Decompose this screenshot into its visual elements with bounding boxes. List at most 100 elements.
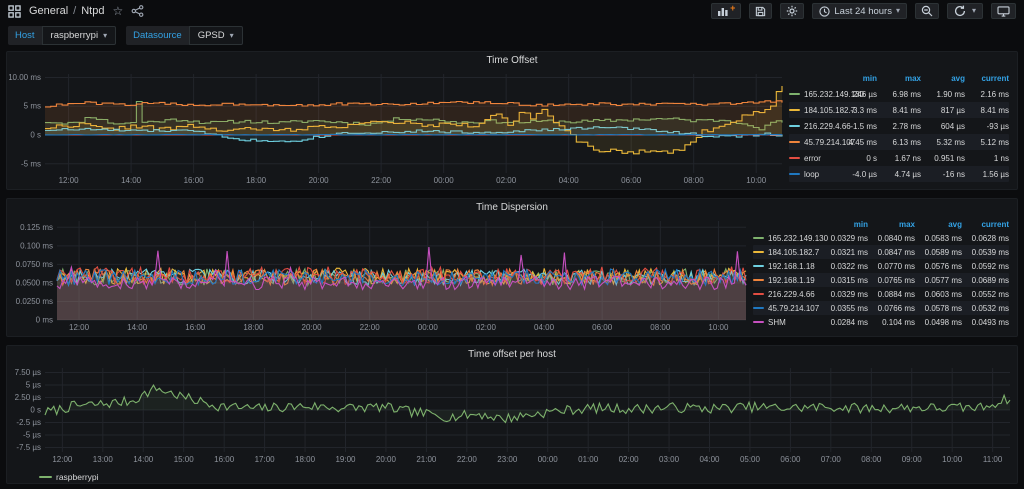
legend-header-max[interactable]: max [904,73,921,83]
legend-min-value: 0.0284 ms [830,317,868,327]
x-axis-tick: 09:00 [902,455,923,464]
legend-min-value: 0.0315 ms [830,275,868,285]
time-range-picker[interactable]: Last 24 hours ▾ [812,3,907,19]
x-axis-tick: 04:00 [559,176,580,185]
apps-grid-icon[interactable] [8,4,21,18]
datasource-variable-dropdown[interactable]: GPSD ▾ [188,26,243,45]
legend-series-name[interactable]: loop [789,170,833,179]
legend-header-avg[interactable]: avg [951,73,965,83]
panel-time-dispersion: Time Dispersion 0.125 ms 0.100 ms 0.0750 m… [6,198,1018,337]
panel-title-time-dispersion[interactable]: Time Dispersion [476,202,548,213]
y-axis-tick: 0.125 ms [20,223,53,232]
breadcrumb: General / Ntpd [29,5,104,17]
legend-series-name[interactable]: 45.79.214.107 [753,304,821,313]
x-axis-tick: 17:00 [255,455,276,464]
panel-title-time-offset[interactable]: Time Offset [486,55,538,66]
y-axis-tick: 0 ms [36,316,53,325]
legend-header-min[interactable]: min [862,73,877,83]
legend-series-name[interactable]: 45.79.214.107 [789,138,855,147]
breadcrumb-folder[interactable]: General [29,5,69,17]
time-offset-per-host-legend: raspberrypi [9,469,1015,484]
legend-header-current[interactable]: current [981,219,1009,229]
legend-series-name[interactable]: 192.168.1.19 [753,276,821,285]
host-variable-dropdown[interactable]: raspberrypi ▾ [41,26,117,45]
series-color-dash [753,237,764,239]
legend-series-name[interactable]: 192.168.1.18 [753,262,821,271]
legend-min-value: 0.0321 ms [830,247,868,257]
legend-row: 165.232.149.130 0.0329 ms 0.0840 ms 0.05… [753,231,1009,245]
add-panel-button[interactable]: + [711,3,742,19]
legend-series-name[interactable]: raspberrypi [39,472,99,482]
save-dashboard-button[interactable] [749,3,773,19]
y-axis-tick: -5 ms [21,159,41,168]
legend-header-current[interactable]: current [981,73,1009,83]
time-dispersion-chart[interactable]: 0.125 ms 0.100 ms 0.0750 ms 0.0500 ms 0.0250… [9,216,751,334]
legend-rows: 165.232.149.130 0.0329 ms 0.0840 ms 0.05… [753,231,1009,329]
time-offset-chart[interactable]: 10.00 ms 5 ms 0 s -5 ms 12:00 14:00 16:00 18:00… [8,69,787,187]
legend-series-name[interactable]: 165.232.149.130 [753,234,828,243]
legend-header-avg[interactable]: avg [948,219,962,229]
legend-current-value: 0.0592 ms [971,261,1009,271]
x-axis-tick: 16:00 [185,323,206,332]
x-axis-tick: 02:00 [619,455,640,464]
x-axis-tick: 20:00 [302,323,323,332]
legend-avg-value: 0.0589 ms [924,247,962,257]
y-axis-tick: -2.5 µs [16,418,41,427]
legend-series-name[interactable]: SHM [753,318,821,327]
legend-avg-value: 0.0577 ms [924,275,962,285]
legend-current-value: 8.41 ms [980,105,1009,115]
legend-row: 184.105.182.7 0.0321 ms 0.0847 ms 0.0589… [753,245,1009,259]
legend-series-name[interactable]: 216.229.4.66 [753,290,821,299]
x-axis-tick: 07:00 [821,455,842,464]
x-axis-tick: 18:00 [246,176,267,185]
dashboard-variables-row: Host raspberrypi ▾ Datasource GPSD ▾ [0,20,1024,49]
legend-series-name[interactable]: 184.105.182.7 [753,248,821,257]
time-offset-per-host-chart[interactable]: 7.50 µs 5 µs 2.50 µs 0 s -2.5 µs -5 µs -7.5 µs… [9,363,1015,469]
x-axis-tick: 22:00 [457,455,478,464]
panel-title-time-offset-per-host[interactable]: Time offset per host [468,349,556,360]
x-axis-tick: 00:00 [434,176,455,185]
legend-avg-value: 5.32 ms [936,137,965,147]
x-axis-tick: 06:00 [592,323,613,332]
dashboard-panels: Time Offset 10.00 ms 5 ms 0 s -5 ms 12:00 14:… [0,49,1024,489]
x-axis-tick: 14:00 [127,323,148,332]
refresh-interval-chevron-icon[interactable]: ▾ [971,6,976,15]
share-icon[interactable] [131,5,144,17]
breadcrumb-dashboard[interactable]: Ntpd [81,5,105,17]
star-icon[interactable]: ☆ [112,4,124,18]
legend-header-max[interactable]: max [898,219,915,229]
legend-series-name[interactable]: 216.229.4.66 [789,122,851,131]
series-color-dash [789,157,800,159]
legend-current-value: 5.12 ms [980,137,1009,147]
legend-avg-value: 0.951 ns [934,153,965,163]
x-axis-tick: 05:00 [740,455,761,464]
x-axis-tick: 12:00 [59,176,80,185]
legend-max-value: 0.0884 ms [877,289,915,299]
legend-series-name[interactable]: 165.232.149.130 [789,90,864,99]
cycle-view-mode-button[interactable] [991,3,1016,19]
chart-canvas: 10.00 ms 5 ms 0 s -5 ms 12:00 14:00 16:00 18:00… [8,73,783,185]
legend-current-value: 0.0628 ms [971,233,1009,243]
legend-row: 192.168.1.19 0.0315 ms 0.0765 ms 0.0577 … [753,273,1009,287]
y-axis-tick: 0.0750 ms [16,260,53,269]
series-color-dash [753,279,764,281]
legend-header-min[interactable]: min [853,219,868,229]
legend-series-name[interactable]: 184.105.182.7 [789,106,855,115]
dashboard-settings-button[interactable] [780,3,805,19]
legend-avg-value: 0.0603 ms [924,289,962,299]
legend-min-value: -3.3 ms [850,105,877,115]
x-axis-tick: 00:00 [538,455,559,464]
x-axis-tick: 16:00 [184,176,205,185]
zoom-out-time-button[interactable] [914,3,939,19]
series-color-dash [789,141,800,143]
refresh-button[interactable]: ▾ [946,3,983,19]
legend-avg-value: 0.0576 ms [924,261,962,271]
x-axis-tick: 18:00 [243,323,264,332]
x-axis-tick: 00:00 [418,323,439,332]
x-axis-tick: 08:00 [861,455,882,464]
legend-row: 216.229.4.66 0.0329 ms 0.0884 ms 0.0603 … [753,287,1009,301]
legend-min-value: 0.0329 ms [830,233,868,243]
legend-series-name[interactable]: error [789,154,833,163]
series-color-dash [753,321,764,323]
series-color-dash [753,251,764,253]
